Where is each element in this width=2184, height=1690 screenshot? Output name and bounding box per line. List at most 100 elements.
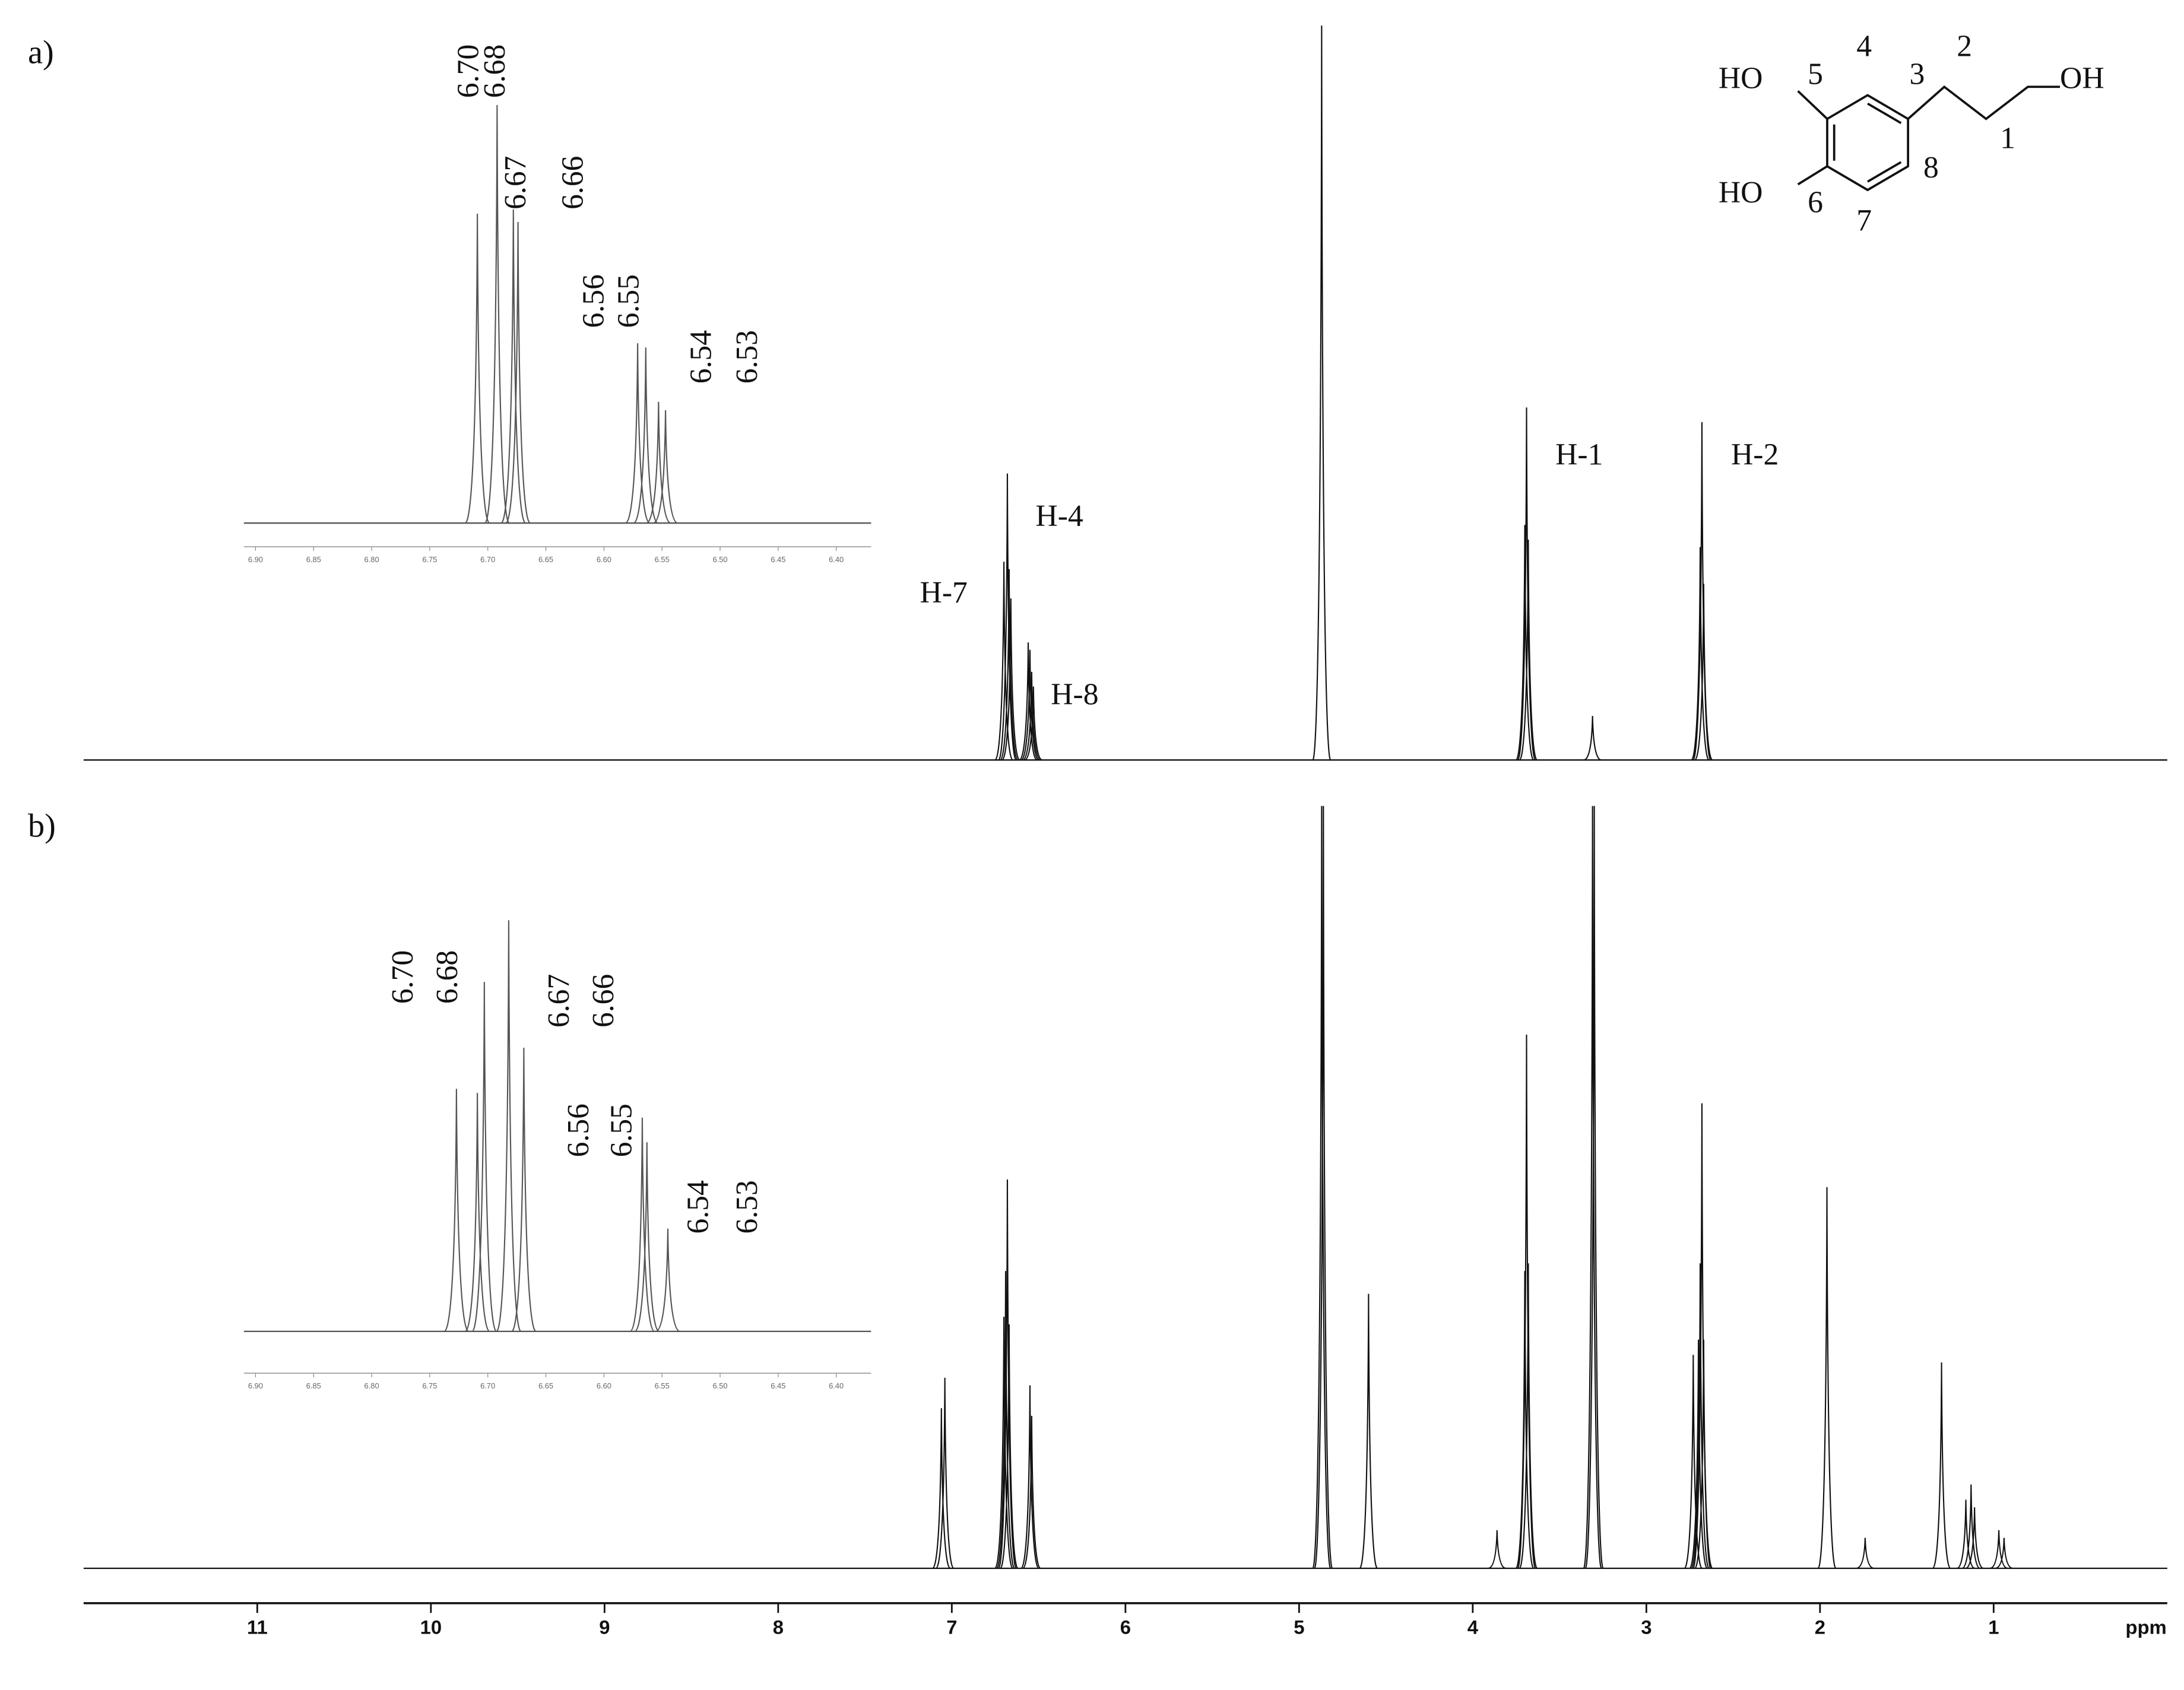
peak (994, 562, 1013, 761)
peak (1517, 407, 1536, 761)
peak (1312, 25, 1332, 761)
peak-label: 6.56 (577, 274, 611, 328)
x-tick-label: 8 (773, 1616, 784, 1638)
peak (1584, 806, 1604, 1569)
peak-label: 6.67 (499, 156, 532, 210)
panel-label: a) (28, 34, 54, 71)
peak-label: 6.68 (478, 45, 512, 98)
peak (1020, 1385, 1039, 1569)
structure-labels: HO HO OH 1 2 3 4 5 6 7 8 (1719, 30, 2104, 237)
peak-label: 6.55 (611, 274, 645, 328)
spectrum: 6.90 6.85 6.80 6.75 6.70 6.65 6.60 6.55 6.50 6.45… (243, 920, 871, 1390)
peak-label: 6.53 (730, 330, 764, 383)
x-tick-label: 6.55 (655, 1381, 670, 1390)
x-tick-label: 6.45 (771, 1381, 785, 1390)
spectrum: 6.90 6.85 6.80 6.75 6.70 6.65 6.60 6.55 6.50 6.45… (243, 45, 871, 564)
peak-label: 6.54 (684, 330, 718, 384)
peak (646, 401, 671, 524)
peak (1517, 1035, 1536, 1569)
peak (1856, 1537, 1875, 1569)
x-tick-label: 6.45 (771, 555, 785, 564)
peak (1001, 598, 1020, 761)
x-tick-label: 6.70 (480, 1381, 495, 1390)
x-tick-label: 1 (1988, 1616, 1999, 1638)
bond (1797, 165, 1828, 186)
spectrum: a) H-7 H-4 H-8 H-1 H-2 (28, 25, 2167, 761)
peak-label: H-7 (920, 576, 968, 610)
x-tick-label: 6.85 (306, 555, 321, 564)
peak (1000, 569, 1019, 761)
peak (629, 1117, 655, 1332)
peak (500, 209, 526, 524)
peak (997, 473, 1017, 761)
peak (1694, 1339, 1713, 1569)
peak (1690, 1263, 1710, 1569)
x-tick-label: 6.75 (422, 1381, 437, 1390)
x-tick-label: 6.80 (364, 555, 379, 564)
benzene-ring (1826, 94, 1910, 192)
peak-label: 6.56 (562, 1104, 595, 1157)
peak (633, 347, 658, 524)
peak (1989, 1530, 2008, 1569)
peak (471, 982, 497, 1332)
peak-label: 6.70 (386, 950, 420, 1004)
peak (1019, 642, 1038, 761)
peak-label: H-8 (1051, 677, 1098, 711)
peak (464, 213, 490, 524)
peak (1024, 686, 1043, 761)
bond (1797, 90, 1828, 120)
position-label: 8 (1923, 151, 1939, 185)
peak-label: 6.66 (587, 974, 620, 1028)
double-bond (1867, 102, 1902, 124)
x-tick-label: 6.75 (422, 555, 437, 564)
peak (996, 1271, 1016, 1569)
peak (464, 1093, 490, 1332)
peak-label: 6.67 (542, 974, 576, 1028)
peak (1692, 422, 1711, 761)
x-tick-label: 6.40 (829, 555, 844, 564)
x-tick-label: 5 (1294, 1616, 1304, 1638)
peak (1965, 1507, 1984, 1569)
peak (625, 343, 651, 524)
peak (1515, 1271, 1535, 1569)
x-tick-label: 6.65 (538, 555, 553, 564)
x-tick-label: 6.60 (597, 555, 611, 564)
peak-label: 6.68 (430, 950, 464, 1004)
peak (1519, 540, 1538, 761)
peak (484, 104, 510, 524)
peak (1961, 1484, 1980, 1569)
x-tick-label: 6.60 (597, 1381, 611, 1390)
peak (1515, 525, 1535, 761)
x-tick-label: 6.50 (712, 555, 727, 564)
x-tick-label: 6.50 (712, 1381, 727, 1390)
peak (505, 222, 531, 524)
peak-label: H-2 (1731, 438, 1779, 472)
peak (1312, 806, 1332, 1569)
peak-label: 6.66 (556, 156, 589, 210)
peak (1488, 1530, 1507, 1569)
peak (1689, 1339, 1708, 1569)
position-label: 6 (1808, 186, 1823, 220)
group-label: HO (1719, 176, 1763, 210)
x-tick-label: 9 (599, 1616, 610, 1638)
x-tick-label: 6 (1120, 1616, 1131, 1638)
peak-label: 6.55 (605, 1104, 639, 1157)
x-tick-label: 10 (420, 1616, 442, 1638)
peak (997, 1179, 1017, 1569)
position-label: 7 (1856, 204, 1872, 237)
peak (1583, 716, 1602, 761)
x-tick-label: 6.65 (538, 1381, 553, 1390)
x-tick-label: 6.85 (306, 1381, 321, 1390)
group-label: OH (2060, 62, 2104, 96)
peak (1020, 649, 1039, 761)
peak (932, 1408, 951, 1569)
x-tick-label: 2 (1815, 1616, 1825, 1638)
peak (1932, 1362, 1951, 1569)
x-tick-label: 4 (1467, 1616, 1479, 1638)
peak (1583, 806, 1602, 1569)
peak-label: H-4 (1035, 499, 1083, 533)
peak (1022, 1416, 1041, 1569)
peak (511, 1047, 537, 1332)
x-tick-label: 6.90 (248, 1381, 263, 1390)
